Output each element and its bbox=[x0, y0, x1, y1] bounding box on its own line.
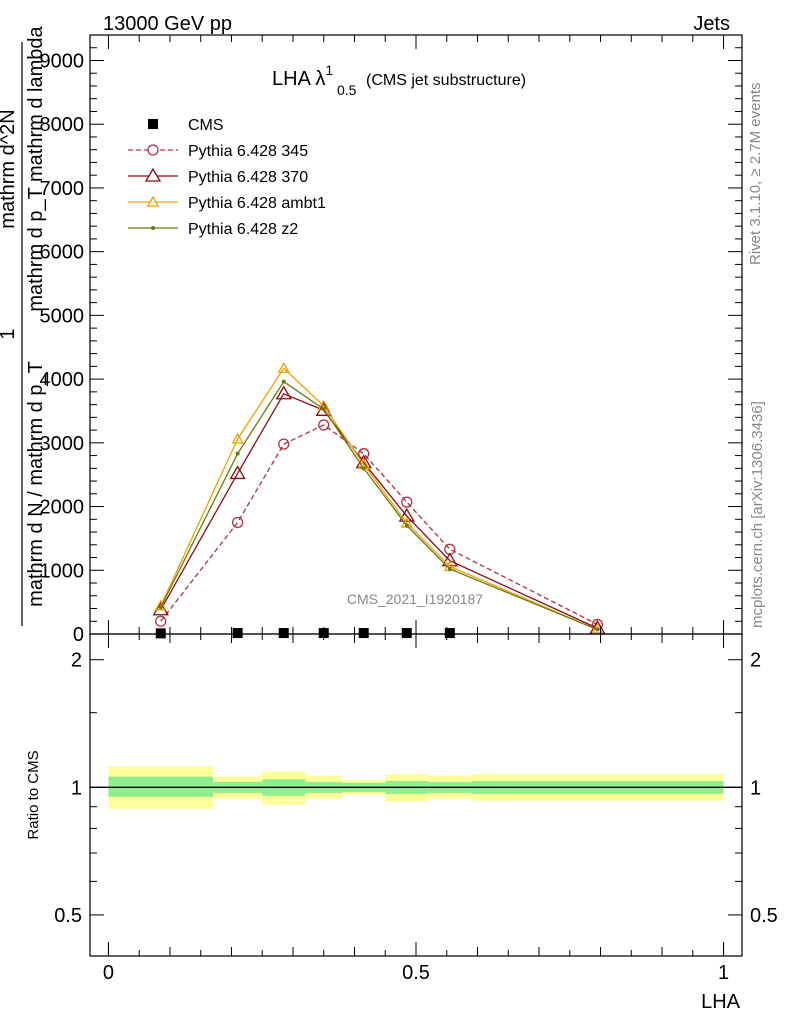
main-ytick-label: 7000 bbox=[40, 178, 85, 200]
plot-title-main: LHA λ bbox=[272, 68, 325, 90]
legend-label: Pythia 6.428 z2 bbox=[188, 221, 298, 238]
legend-entry: Pythia 6.428 345 bbox=[128, 143, 308, 160]
main-ytick-label: 4000 bbox=[40, 369, 85, 391]
data-point bbox=[231, 516, 244, 529]
ylabel-denominator: mathrm d N / mathrm d p_T bbox=[25, 361, 47, 607]
data-point bbox=[321, 407, 326, 412]
ratio-ytick-label-right: 1 bbox=[750, 777, 761, 799]
legend-marker bbox=[151, 226, 155, 230]
data-point bbox=[278, 438, 290, 450]
main-ytick-label: 3000 bbox=[40, 433, 85, 455]
data-point bbox=[447, 567, 452, 572]
data-point bbox=[152, 601, 169, 616]
main-ytick-label: 5000 bbox=[40, 305, 85, 327]
data-point bbox=[158, 605, 163, 610]
legend-entry: Pythia 6.428 z2 bbox=[128, 221, 298, 238]
data-point bbox=[281, 379, 286, 384]
ratio-ytick-label: 0.5 bbox=[54, 905, 82, 927]
data-point bbox=[155, 615, 167, 627]
legend-label: Pythia 6.428 ambt1 bbox=[188, 195, 326, 212]
main-ytick-label: 6000 bbox=[40, 242, 85, 264]
main-ytick-label: 8000 bbox=[40, 114, 85, 136]
series-line bbox=[160, 424, 598, 626]
plot-title-sup: 1 bbox=[325, 62, 333, 78]
series-pythia-6-428-370 bbox=[152, 385, 606, 634]
series-line bbox=[160, 380, 598, 631]
legend-entry: Pythia 6.428 ambt1 bbox=[128, 195, 326, 212]
x-axis-label: LHA bbox=[701, 991, 741, 1013]
series-pythia-6-428-z2 bbox=[158, 379, 600, 632]
ratio-y-label: Ratio to CMS bbox=[25, 750, 42, 839]
series-line bbox=[160, 392, 598, 629]
ratio-xtick-label: 1 bbox=[718, 962, 729, 984]
mcplots-label: mcplots.cern.ch [arXiv:1306.3436] bbox=[749, 401, 766, 628]
data-point bbox=[404, 523, 409, 528]
legend: CMS Pythia 6.428 345 Pythia 6.428 370 Pythi… bbox=[128, 117, 326, 238]
ratio-ytick-label: 2 bbox=[71, 650, 82, 672]
legend-label: Pythia 6.428 345 bbox=[188, 143, 308, 160]
data-point bbox=[318, 419, 330, 431]
plot-title-note: (CMS jet substructure) bbox=[366, 72, 526, 89]
legend-label: Pythia 6.428 370 bbox=[188, 169, 308, 186]
ylabel-numerator: 1 bbox=[0, 328, 19, 339]
data-point bbox=[232, 628, 243, 639]
legend-marker bbox=[146, 195, 160, 207]
legend-entry: Pythia 6.428 370 bbox=[128, 167, 308, 186]
header-right: Jets bbox=[693, 13, 730, 35]
plot-title-sub: 0.5 bbox=[337, 82, 357, 98]
main-ytick-label: 1000 bbox=[40, 560, 85, 582]
header-left: 13000 GeV pp bbox=[103, 13, 232, 35]
legend-entry: CMS bbox=[148, 117, 224, 134]
ratio-xtick-label: 0.5 bbox=[402, 962, 430, 984]
main-y-ticks: 0 1000 2000 3000 4000 5000 6000 7000 8000 9000 bbox=[40, 34, 742, 646]
data-point bbox=[358, 628, 369, 639]
data-point bbox=[444, 628, 455, 639]
main-ytick-label: 9000 bbox=[40, 50, 85, 72]
ratio-ytick-label-right: 0.5 bbox=[750, 905, 778, 927]
ratio-xtick-label: 0 bbox=[103, 962, 114, 984]
data-point bbox=[277, 361, 290, 373]
analysis-watermark: CMS_2021_I1920187 bbox=[347, 591, 483, 607]
data-point bbox=[235, 451, 240, 456]
series-line bbox=[160, 367, 598, 631]
data-point bbox=[278, 628, 289, 639]
legend-marker bbox=[148, 119, 158, 129]
main-plot-panel: 0 1000 2000 3000 4000 5000 6000 7000 8000 9000 LH… bbox=[0, 25, 743, 646]
data-point bbox=[154, 599, 167, 611]
data-point bbox=[398, 507, 415, 522]
data-point bbox=[275, 385, 292, 400]
main-x-ticks bbox=[107, 35, 725, 634]
main-ytick-label: 2000 bbox=[40, 497, 85, 519]
ylabel-top-line1: mathrm d^2N bbox=[0, 109, 19, 228]
data-point bbox=[155, 628, 166, 639]
legend-label: CMS bbox=[188, 117, 224, 134]
plot-title: LHA λ1 bbox=[272, 62, 333, 90]
data-point bbox=[229, 465, 246, 480]
legend-marker bbox=[147, 144, 159, 156]
main-y-label: 1 mathrm d N / mathrm d p_T mathrm d^2N … bbox=[0, 25, 47, 626]
ratio-y-ticks: 0.5 0.5 1 1 2 2 bbox=[54, 650, 778, 927]
data-point bbox=[595, 627, 600, 632]
main-data-layer bbox=[152, 361, 606, 639]
ratio-ytick-label-right: 2 bbox=[750, 650, 761, 672]
ratio-ytick-label: 1 bbox=[71, 777, 82, 799]
data-point bbox=[401, 496, 413, 508]
main-ytick-label: 0 bbox=[73, 624, 84, 646]
ylabel-top-line2: mathrm d p_T mathrm d lambda bbox=[25, 25, 47, 311]
ratio-plot-panel: 0.5 0.51 12 2 0 0.5 1 Ratio to CMS LHA bbox=[25, 633, 778, 1013]
data-point bbox=[231, 432, 244, 444]
data-point bbox=[361, 466, 366, 471]
data-point bbox=[401, 628, 412, 639]
legend-marker bbox=[144, 167, 162, 182]
rivet-label: Rivet 3.1.10, ≥ 2.7M events bbox=[747, 83, 764, 266]
ratio-x-ticks: 0 0.5 1 bbox=[103, 634, 729, 984]
